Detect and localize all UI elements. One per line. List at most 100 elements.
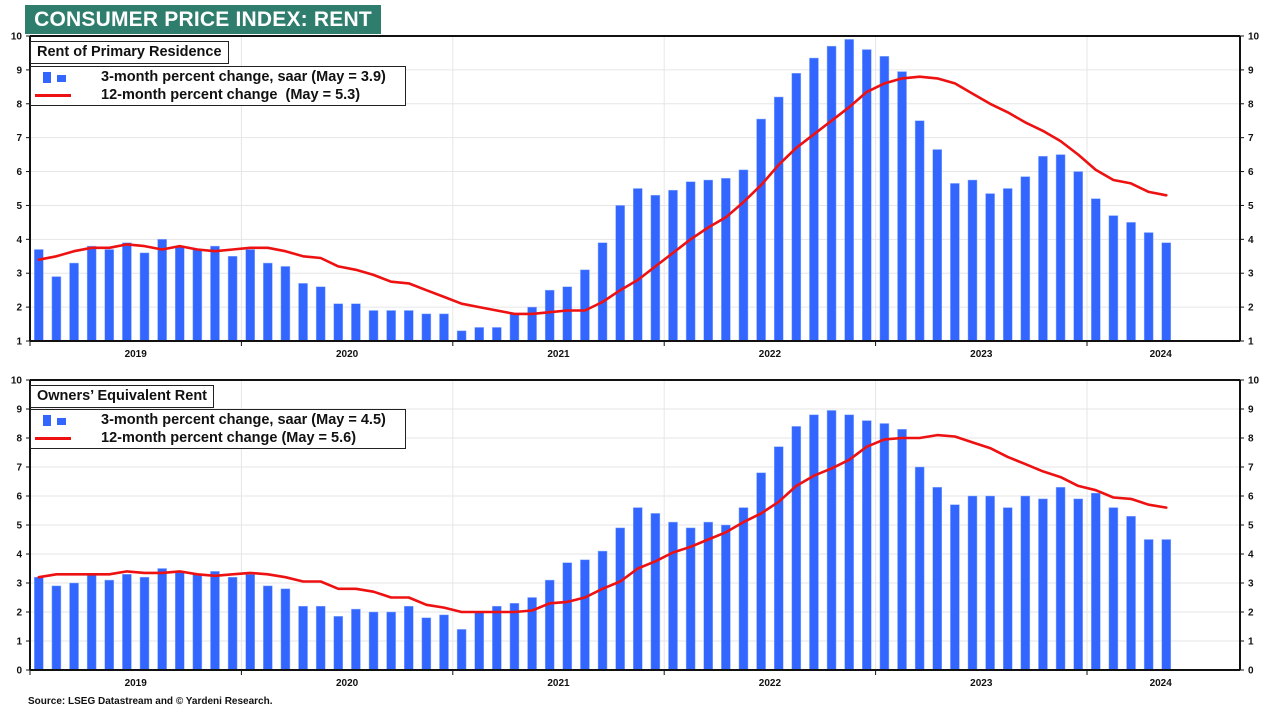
bar [509,313,520,342]
bar [139,252,150,342]
y-tick-label-left: 9 [16,65,22,76]
x-tick-label: 2021 [547,349,570,360]
y-tick-label-right: 3 [1248,579,1254,590]
legend-item-line: 12-month percent change (May = 5.3) [35,86,399,104]
bar [69,262,79,342]
bar [668,189,678,342]
bar [263,262,273,342]
bar [51,585,62,671]
y-tick-label-left: 10 [11,376,23,387]
y-tick-label-left: 0 [16,666,22,677]
bar [985,495,995,671]
bar [492,327,502,342]
bar [738,507,749,671]
y-tick-label-left: 2 [16,303,22,314]
y-tick-label-left: 4 [16,235,22,246]
legend-rent: 3-month percent change, saar (May = 3.9)… [30,66,406,106]
bar [351,303,361,342]
y-tick-label-left: 6 [16,167,22,178]
bar [315,286,326,342]
bar [633,507,643,671]
bar [668,521,678,671]
x-tick-label: 2019 [125,349,148,360]
bar [1020,495,1031,671]
bar [685,527,696,671]
bar [192,249,203,342]
bar [932,487,943,671]
y-tick-label-left: 8 [16,99,22,110]
bar [703,179,713,342]
bar [950,183,960,342]
y-tick-label-right: 2 [1248,608,1254,619]
bar [122,242,132,342]
bar [914,120,925,342]
panel-title-rent: Rent of Primary Residence [30,41,229,64]
bar [967,495,978,671]
bar [1161,539,1172,671]
y-tick-label-right: 4 [1248,235,1254,246]
bar [544,289,555,342]
bar [1073,498,1083,671]
bar [580,559,590,671]
legend-label-bars: 3-month percent change, saar (May = 4.5) [101,412,386,428]
bar [386,310,396,342]
bar [756,118,766,342]
bar [227,256,238,342]
bar [421,617,432,671]
bar [615,527,625,671]
bar [368,310,379,342]
legend-item-bars: 3-month percent change, saar (May = 4.5) [35,411,399,429]
bar [1126,222,1136,342]
bar [1108,507,1119,671]
bar [157,568,167,671]
bar [280,266,291,342]
y-tick-label-right: 6 [1248,167,1254,178]
bar [527,306,537,342]
legend-item-line: 12-month percent change (May = 5.6) [35,429,399,447]
y-tick-label-right: 4 [1248,550,1254,561]
bar [315,605,326,671]
bar [227,576,238,671]
x-tick-label: 2021 [547,678,570,689]
y-tick-label-left: 5 [16,201,22,212]
y-tick-label-right: 1 [1248,337,1254,348]
bar [1002,188,1013,342]
y-tick-label-right: 8 [1248,99,1254,110]
bar [174,571,185,671]
bar [562,286,573,342]
line-series-12-month [37,433,1168,614]
bar [104,579,115,671]
legend-label-line: 12-month percent change (May = 5.3) [101,87,361,103]
bar [721,178,731,342]
bar [1091,492,1101,671]
x-tick-label: 2020 [336,349,359,360]
bar [474,611,484,671]
bar [456,330,467,342]
y-tick-label-right: 2 [1248,303,1254,314]
y-tick-label-right: 9 [1248,65,1254,76]
y-tick-label-right: 0 [1248,666,1254,677]
bar [439,313,449,342]
legend-label-line: 12-month percent change (May = 5.6) [101,430,357,446]
y-tick-label-right: 5 [1248,201,1254,212]
y-tick-label-right: 8 [1248,434,1254,445]
source-note: Source: LSEG Datastream and © Yardeni Re… [28,696,273,707]
bar [932,149,943,342]
bar [439,614,449,671]
y-tick-label-left: 2 [16,608,22,619]
y-tick-label-right: 7 [1248,133,1254,144]
bar [633,188,643,342]
legend-label-bars: 3-month percent change, saar (May = 3.9) [101,69,386,85]
bar [245,574,255,671]
bar [210,245,220,342]
y-tick-label-left: 4 [16,550,22,561]
bar [1038,498,1048,671]
y-tick-label-left: 5 [16,521,22,532]
x-tick-label: 2019 [125,678,148,689]
bar [826,45,837,342]
panel-rent-primary-residence: 1 1 2 2 3 3 4 4 5 5 6 6 7 7 8 8 9 9 10 10 2019 2020 2021 2022 20… [11,32,1260,361]
panel-owners-equivalent-rent: 0 0 1 1 2 2 3 3 4 4 5 5 6 6 7 7 8 8 9 9 10 10 2019 2020 2021 2022… [11,376,1260,690]
bar [862,420,872,671]
bar [826,410,837,671]
